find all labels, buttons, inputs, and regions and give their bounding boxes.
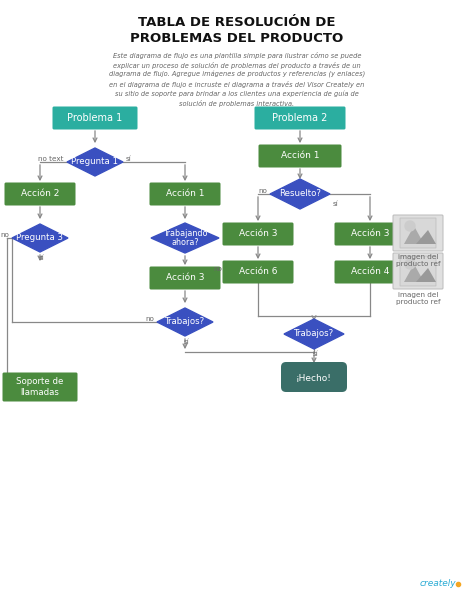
Polygon shape (151, 223, 219, 253)
Text: creately: creately (419, 579, 456, 588)
Polygon shape (404, 226, 424, 244)
Text: imagen del
producto ref: imagen del producto ref (396, 292, 440, 305)
FancyBboxPatch shape (222, 261, 293, 283)
Text: Acción 3: Acción 3 (166, 274, 204, 283)
FancyBboxPatch shape (281, 362, 347, 392)
Text: Acción 2: Acción 2 (21, 189, 59, 198)
Polygon shape (270, 179, 330, 209)
Text: Acción 1: Acción 1 (166, 189, 204, 198)
FancyBboxPatch shape (222, 222, 293, 246)
Text: sí: sí (126, 156, 132, 162)
Polygon shape (416, 268, 436, 282)
Polygon shape (67, 148, 123, 176)
FancyBboxPatch shape (393, 253, 443, 289)
Text: ¡Hecho!: ¡Hecho! (296, 374, 332, 383)
Polygon shape (416, 230, 436, 244)
Text: Acción 4: Acción 4 (351, 268, 389, 277)
Polygon shape (157, 308, 213, 336)
Polygon shape (284, 319, 344, 349)
FancyBboxPatch shape (149, 183, 220, 205)
FancyBboxPatch shape (393, 215, 443, 251)
Text: sí: sí (184, 339, 190, 345)
Text: Acción 1: Acción 1 (281, 152, 319, 161)
Text: Pregunta 3: Pregunta 3 (17, 234, 64, 243)
FancyBboxPatch shape (400, 218, 436, 248)
Text: no text: no text (38, 156, 64, 162)
FancyBboxPatch shape (255, 107, 346, 129)
Text: Este diagrama de flujo es una plantilla simple para ilustrar cómo se puede
expli: Este diagrama de flujo es una plantilla … (109, 52, 365, 107)
Text: Resuelto?: Resuelto? (279, 189, 321, 198)
Text: no: no (213, 266, 222, 272)
Polygon shape (12, 224, 68, 252)
Text: imagen del
producto ref: imagen del producto ref (396, 254, 440, 267)
Text: sí: sí (39, 255, 45, 261)
FancyBboxPatch shape (149, 267, 220, 289)
Text: Acción 3: Acción 3 (239, 229, 277, 238)
FancyBboxPatch shape (335, 261, 405, 283)
Text: TABLA DE RESOLUCIÓN DE
PROBLEMAS DEL PRODUCTO: TABLA DE RESOLUCIÓN DE PROBLEMAS DEL PRO… (130, 16, 344, 45)
Text: Trabajos?: Trabajos? (294, 329, 334, 338)
Circle shape (405, 259, 415, 269)
Text: Acción 3: Acción 3 (351, 229, 389, 238)
FancyBboxPatch shape (400, 256, 436, 286)
FancyBboxPatch shape (2, 373, 78, 401)
Text: Pregunta 1: Pregunta 1 (72, 158, 118, 167)
Text: no: no (0, 232, 9, 238)
Text: sí: sí (333, 201, 339, 207)
Polygon shape (404, 264, 424, 282)
Text: Trabajos?: Trabajos? (165, 317, 205, 326)
Text: no: no (145, 316, 154, 322)
Text: Soporte de
llamadas: Soporte de llamadas (16, 377, 64, 397)
Text: sí: sí (313, 351, 319, 357)
Text: no: no (258, 188, 267, 194)
Text: Acción 6: Acción 6 (239, 268, 277, 277)
FancyBboxPatch shape (53, 107, 137, 129)
FancyBboxPatch shape (4, 183, 75, 205)
FancyBboxPatch shape (258, 144, 341, 168)
Text: Problema 1: Problema 1 (67, 113, 123, 123)
Text: Trabajando
ahora?: Trabajando ahora? (163, 229, 207, 247)
FancyBboxPatch shape (335, 222, 405, 246)
Text: Problema 2: Problema 2 (272, 113, 328, 123)
Circle shape (405, 221, 415, 231)
